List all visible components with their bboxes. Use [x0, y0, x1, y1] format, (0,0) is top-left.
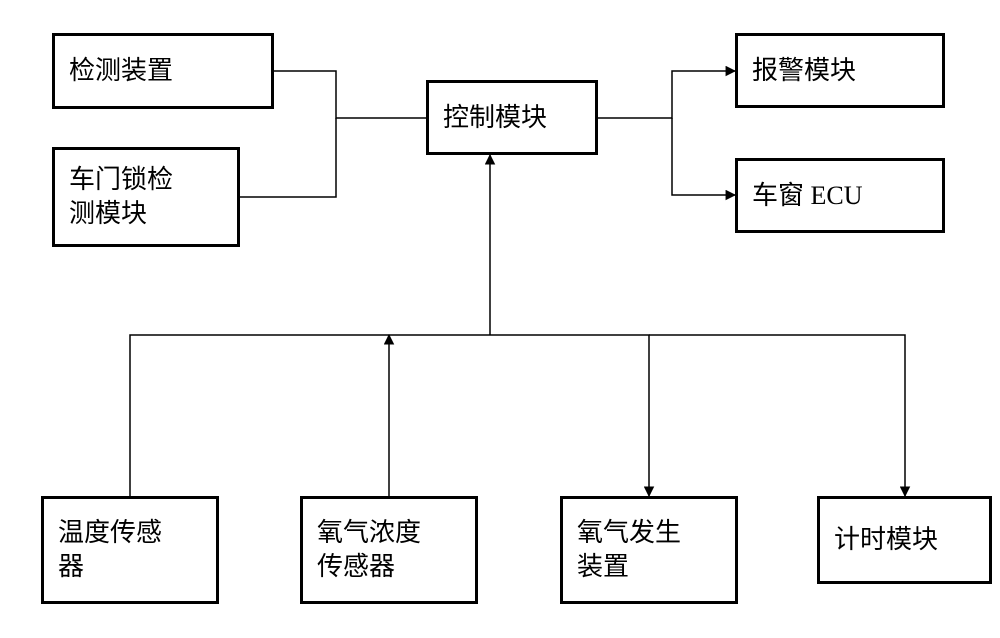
edge-control-to-windowecu [672, 118, 735, 195]
node-detect-device: 检测装置 [52, 33, 274, 109]
node-timer: 计时模块 [817, 496, 992, 584]
node-label: 氧气浓度 传感器 [317, 516, 421, 584]
edge-bus-to-timer [649, 335, 905, 496]
node-label: 氧气发生 装置 [577, 516, 681, 584]
diagram-canvas: 检测装置 车门锁检 测模块 控制模块 报警模块 车窗 ECU 温度传感 器 氧气… [0, 0, 1000, 638]
node-label: 检测装置 [69, 54, 173, 88]
node-label: 车门锁检 测模块 [69, 163, 173, 231]
edge-control-to-alarm [598, 71, 735, 118]
node-temp-sensor: 温度传感 器 [41, 496, 219, 604]
edge-bus-to-o2gen [490, 335, 649, 496]
node-door-lock: 车门锁检 测模块 [52, 147, 240, 247]
node-window-ecu: 车窗 ECU [735, 158, 945, 233]
node-o2-generator: 氧气发生 装置 [560, 496, 738, 604]
node-label: 报警模块 [752, 54, 856, 88]
node-alarm: 报警模块 [735, 33, 945, 108]
edge-detect-to-control [274, 71, 426, 118]
edge-temp-to-bus [130, 335, 490, 496]
node-label: 车窗 ECU [752, 179, 863, 213]
edge-doorlock-to-control [240, 118, 336, 197]
node-label: 计时模块 [834, 523, 938, 557]
node-o2-sensor: 氧气浓度 传感器 [300, 496, 478, 604]
node-control: 控制模块 [426, 80, 598, 155]
node-label: 控制模块 [443, 101, 547, 135]
node-label: 温度传感 器 [58, 516, 162, 584]
